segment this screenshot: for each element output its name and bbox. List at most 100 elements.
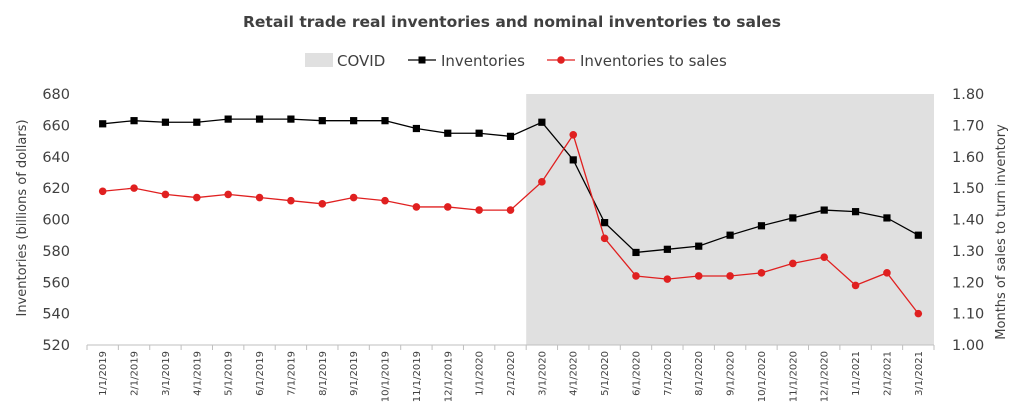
x-tick-label: 4/1/2020 bbox=[569, 351, 580, 396]
y-left-tick-label: 620 bbox=[42, 181, 70, 197]
inventories-point bbox=[99, 120, 107, 128]
inventories-point bbox=[883, 214, 891, 222]
x-tick-label: 1/1/2020 bbox=[475, 351, 486, 396]
y-right-tick-label: 1.00 bbox=[952, 338, 984, 354]
inventories-point bbox=[161, 118, 170, 126]
legend-covid-label: COVID bbox=[337, 52, 385, 70]
inventories-point bbox=[444, 129, 452, 137]
inventories-point bbox=[851, 208, 860, 216]
y-left-tick-label: 580 bbox=[42, 244, 70, 260]
inventories-to-sales-point bbox=[349, 193, 358, 202]
y-right-tick-label: 1.30 bbox=[952, 244, 984, 260]
x-tick-label: 2/1/2020 bbox=[506, 351, 517, 396]
inventories-to-sales-point bbox=[98, 187, 107, 196]
covid-shaded-region bbox=[526, 94, 934, 345]
inventories-point bbox=[663, 245, 671, 253]
inventories-to-sales-point bbox=[726, 272, 734, 280]
x-tick-label: 8/1/2019 bbox=[318, 351, 329, 396]
inventories-to-sales-point bbox=[475, 206, 483, 214]
y-right-tick-label: 1.70 bbox=[952, 118, 984, 134]
inventories-to-sales-point bbox=[192, 193, 201, 202]
chart-title: Retail trade real inventories and nomina… bbox=[243, 13, 781, 31]
legend: COVID Inventories Inventories to sales bbox=[305, 52, 727, 70]
y-left-tick-label: 540 bbox=[42, 307, 70, 323]
y-left-tick-label: 640 bbox=[42, 150, 70, 166]
x-tick-label: 12/1/2019 bbox=[443, 351, 454, 402]
y-right-tick-label: 1.80 bbox=[952, 87, 984, 103]
inventories-point bbox=[914, 231, 922, 239]
inventories-point bbox=[130, 117, 138, 125]
inventories-point bbox=[193, 118, 201, 126]
y-left-tick-label: 680 bbox=[42, 87, 70, 103]
legend-ratio-label: Inventories to sales bbox=[580, 52, 727, 70]
inventories-to-sales-point bbox=[412, 203, 421, 211]
x-tick-label: 11/1/2020 bbox=[788, 351, 799, 402]
y-right-tick-label: 1.50 bbox=[952, 181, 984, 197]
inventories-point bbox=[287, 115, 295, 123]
inventories-point bbox=[632, 248, 640, 257]
legend-covid-swatch bbox=[305, 53, 333, 67]
x-tick-label: 10/1/2020 bbox=[757, 351, 768, 402]
x-tick-label: 7/1/2020 bbox=[663, 351, 674, 396]
legend-inventories-marker bbox=[418, 56, 426, 64]
x-tick-label: 9/1/2019 bbox=[349, 351, 360, 396]
inventories-point bbox=[506, 132, 515, 140]
y-right-tick-label: 1.40 bbox=[952, 213, 984, 229]
inventories-point bbox=[224, 115, 232, 123]
inventories-to-sales-point bbox=[820, 253, 829, 261]
inventories-to-sales-point bbox=[632, 272, 640, 280]
x-tick-label: 1/1/2021 bbox=[851, 351, 862, 396]
x-tick-label: 8/1/2020 bbox=[694, 351, 705, 396]
inventories-to-sales-point bbox=[600, 234, 609, 243]
y-left-tick-label: 660 bbox=[42, 118, 70, 134]
inventories-to-sales-point bbox=[851, 281, 860, 290]
x-tick-label: 10/1/2019 bbox=[381, 351, 392, 402]
y-right-tick-label: 1.20 bbox=[952, 275, 984, 291]
inventories-point bbox=[381, 117, 389, 125]
inventories-point bbox=[601, 219, 609, 227]
inventories-to-sales-point bbox=[161, 190, 170, 199]
x-tick-label: 2/1/2019 bbox=[130, 351, 141, 396]
inventories-to-sales-point bbox=[757, 269, 766, 277]
x-tick-label: 6/1/2020 bbox=[631, 351, 642, 396]
x-tick-label: 2/1/2021 bbox=[882, 351, 893, 396]
inventories-point bbox=[757, 222, 766, 230]
inventories-to-sales-point bbox=[538, 178, 546, 186]
inventories-to-sales-point bbox=[914, 309, 923, 318]
y-axis-left-title: Inventories (billions of dollars) bbox=[15, 119, 30, 316]
inventories-point bbox=[569, 156, 577, 164]
inventories-point bbox=[318, 117, 326, 125]
inventories-to-sales-point bbox=[789, 259, 797, 268]
inventories-to-sales-point bbox=[694, 272, 703, 280]
inventories-point bbox=[820, 206, 828, 214]
x-tick-label: 5/1/2019 bbox=[224, 351, 235, 396]
inventories-to-sales-point bbox=[381, 196, 389, 205]
y-left-tick-label: 520 bbox=[42, 338, 70, 354]
inventories-to-sales-point bbox=[287, 196, 295, 205]
inventories-to-sales-point bbox=[224, 190, 232, 199]
inventories-to-sales-point bbox=[130, 184, 138, 192]
x-tick-label: 3/1/2021 bbox=[914, 351, 925, 396]
inventories-point bbox=[350, 117, 358, 125]
inventories-point bbox=[255, 115, 264, 123]
inventories-point bbox=[538, 118, 546, 126]
inventories-to-sales-point bbox=[883, 269, 891, 277]
y-left-tick-label: 560 bbox=[42, 275, 70, 291]
x-tick-label: 6/1/2019 bbox=[255, 351, 266, 396]
y-right-tick-label: 1.10 bbox=[952, 307, 984, 323]
legend-ratio-marker bbox=[557, 56, 565, 64]
y-axis-right-title: Months of sales to turn inventory bbox=[994, 124, 1009, 340]
x-tick-label: 3/1/2020 bbox=[537, 351, 548, 396]
inventories-point bbox=[695, 242, 703, 250]
inventories-to-sales-point bbox=[318, 200, 327, 208]
x-tick-label: 1/1/2019 bbox=[98, 351, 109, 396]
y-right-tick-label: 1.60 bbox=[952, 150, 984, 166]
x-tick-label: 11/1/2019 bbox=[412, 351, 423, 402]
x-tick-label: 5/1/2020 bbox=[600, 351, 611, 396]
inventories-to-sales-point bbox=[506, 206, 515, 214]
legend-inventories-label: Inventories bbox=[441, 52, 525, 70]
x-tick-label: 9/1/2020 bbox=[726, 351, 737, 396]
inventories-point bbox=[475, 129, 483, 137]
inventories-to-sales-point bbox=[443, 203, 452, 211]
